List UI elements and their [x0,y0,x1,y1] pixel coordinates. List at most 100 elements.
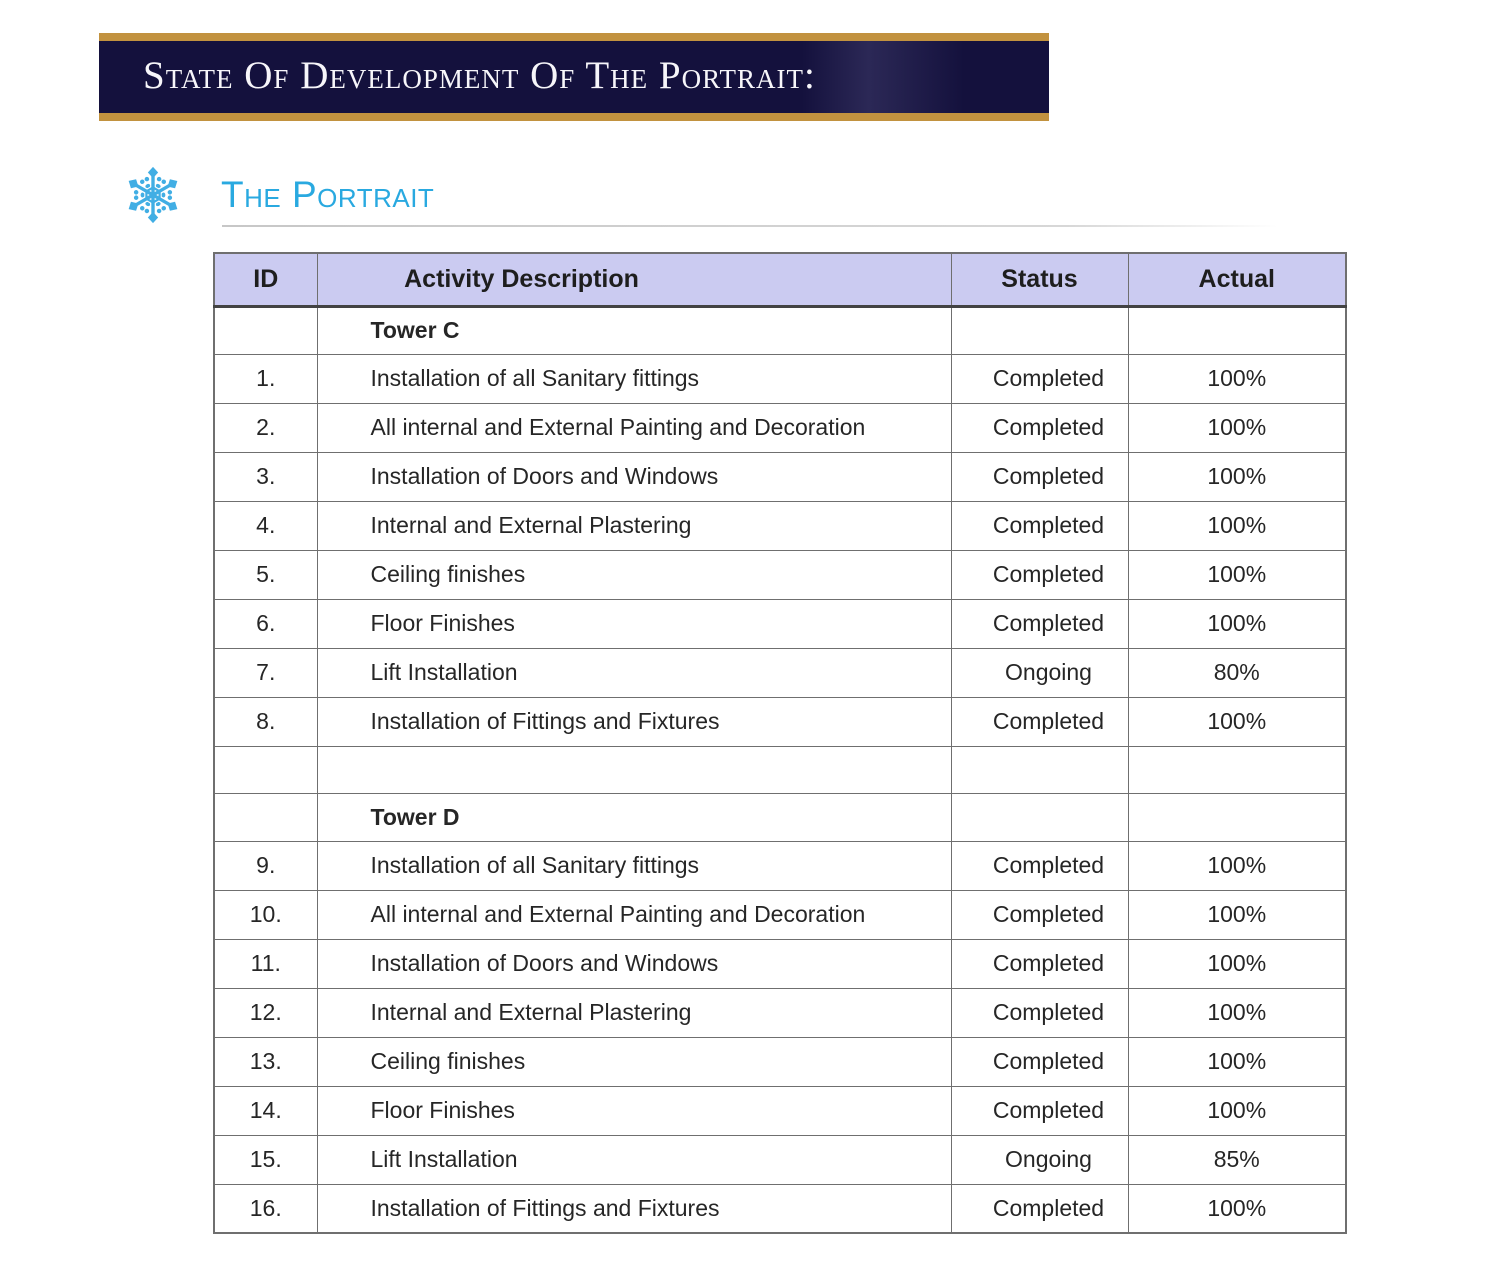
table-header: ID Activity Description Status Actual [213,252,1347,308]
cell-status: Completed [950,402,1129,453]
cell-activity: Lift Installation [316,1134,952,1185]
cell-id [213,745,318,794]
cell-status: Completed [950,1183,1129,1234]
cell-activity: Internal and External Plastering [316,987,952,1038]
snowflake-icon [128,166,178,224]
cell-activity: Floor Finishes [316,598,952,649]
table-row: 9. Installation of all Sanitary fittings C… [213,840,1347,891]
cell-status: Ongoing [950,647,1129,698]
table-row: 14. Floor Finishes Completed 100% [213,1085,1347,1136]
cell-id [213,305,318,355]
section-divider [222,225,1278,227]
table-row: 3. Installation of Doors and Windows Compl… [213,451,1347,502]
cell-status: Ongoing [950,1134,1129,1185]
cell-actual: 100% [1127,598,1347,649]
cell-activity: Ceiling finishes [316,1036,952,1087]
cell-status [950,305,1129,355]
cell-status [950,745,1129,794]
cell-status: Completed [950,840,1129,891]
cell-id: 7. [213,647,318,698]
cell-actual [1127,792,1347,842]
group-row: Tower C [213,305,1347,355]
cell-activity: Internal and External Plastering [316,500,952,551]
title-banner: State Of Development Of The Portrait: [99,33,1049,121]
cell-activity: Floor Finishes [316,1085,952,1136]
cell-activity: All internal and External Painting and D… [316,402,952,453]
col-header-actual: Actual [1127,252,1347,308]
cell-status: Completed [950,500,1129,551]
section-title: The Portrait [221,174,435,215]
cell-actual: 80% [1127,647,1347,698]
cell-id: 10. [213,889,318,940]
cell-actual: 100% [1127,1085,1347,1136]
cell-actual: 100% [1127,840,1347,891]
cell-id: 8. [213,696,318,747]
table-row: 12. Internal and External Plastering Compl… [213,987,1347,1038]
cell-status: Completed [950,353,1129,404]
table-row: 16. Installation of Fittings and Fixtures… [213,1183,1347,1234]
cell-activity: Installation of all Sanitary fittings [316,353,952,404]
table-row: 10. All internal and External Painting an… [213,889,1347,940]
cell-status: Completed [950,1036,1129,1087]
cell-status: Completed [950,696,1129,747]
cell-activity: Tower D [316,792,952,842]
cell-id: 1. [213,353,318,404]
cell-actual: 100% [1127,451,1347,502]
cell-id: 4. [213,500,318,551]
cell-status: Completed [950,549,1129,600]
table-row: 13. Ceiling finishes Completed 100% [213,1036,1347,1087]
cell-actual: 100% [1127,696,1347,747]
cell-status: Completed [950,987,1129,1038]
cell-activity: Installation of Fittings and Fixtures [316,1183,952,1234]
cell-actual: 100% [1127,500,1347,551]
cell-id: 15. [213,1134,318,1185]
table-row: 8. Installation of Fittings and Fixtures C… [213,696,1347,747]
cell-id: 3. [213,451,318,502]
cell-actual: 100% [1127,353,1347,404]
cell-activity: Installation of Fittings and Fixtures [316,696,952,747]
cell-actual: 100% [1127,402,1347,453]
cell-id: 16. [213,1183,318,1234]
cell-id: 12. [213,987,318,1038]
cell-status [950,792,1129,842]
cell-actual [1127,305,1347,355]
col-header-status: Status [950,252,1129,308]
cell-activity: Installation of Doors and Windows [316,938,952,989]
cell-actual [1127,745,1347,794]
cell-actual: 100% [1127,938,1347,989]
cell-status: Completed [950,889,1129,940]
cell-actual: 100% [1127,1036,1347,1087]
header-row: ID Activity Description Status Actual [213,252,1347,308]
col-header-id: ID [213,252,318,308]
cell-status: Completed [950,451,1129,502]
page-title: State Of Development Of The Portrait: [143,54,816,97]
table-row: 1. Installation of all Sanitary fittings C… [213,353,1347,404]
table-row: 7. Lift Installation Ongoing 80% [213,647,1347,698]
cell-id: 6. [213,598,318,649]
cell-status: Completed [950,598,1129,649]
table-row: 6. Floor Finishes Completed 100% [213,598,1347,649]
cell-status: Completed [950,938,1129,989]
cell-id: 5. [213,549,318,600]
cell-id: 13. [213,1036,318,1087]
cell-actual: 85% [1127,1134,1347,1185]
cell-activity: Tower C [316,305,952,355]
cell-activity: Installation of Doors and Windows [316,451,952,502]
table-row: 2. All internal and External Painting and… [213,402,1347,453]
cell-activity: All internal and External Painting and D… [316,889,952,940]
cell-id: 2. [213,402,318,453]
cell-activity: Ceiling finishes [316,549,952,600]
cell-status: Completed [950,1085,1129,1136]
spacer-row [213,745,1347,794]
table-body: Tower C 1. Installation of all Sanitary fi… [213,305,1347,1234]
table-row: 4. Internal and External Plastering Comple… [213,500,1347,551]
cell-activity: Installation of all Sanitary fittings [316,840,952,891]
table-row: 5. Ceiling finishes Completed 100% [213,549,1347,600]
group-row: Tower D [213,792,1347,842]
cell-activity [316,745,952,794]
cell-activity: Lift Installation [316,647,952,698]
cell-actual: 100% [1127,1183,1347,1234]
cell-actual: 100% [1127,889,1347,940]
cell-id: 9. [213,840,318,891]
